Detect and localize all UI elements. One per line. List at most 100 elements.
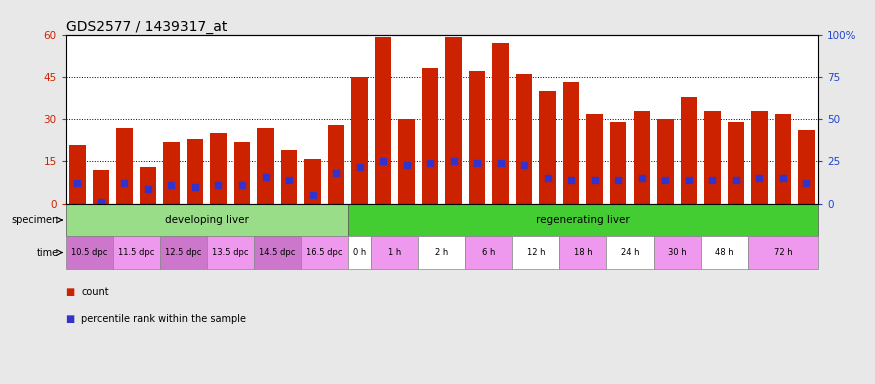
Point <box>258 174 272 180</box>
Bar <box>418 236 466 269</box>
Bar <box>540 91 556 204</box>
Bar <box>466 236 513 269</box>
Text: 48 h: 48 h <box>715 248 733 257</box>
Bar <box>66 204 348 236</box>
Bar <box>513 236 559 269</box>
Point <box>493 160 507 166</box>
Text: 16.5 dpc: 16.5 dpc <box>306 248 342 257</box>
Bar <box>610 122 626 204</box>
Bar <box>704 111 720 204</box>
Bar <box>254 236 301 269</box>
Bar <box>348 236 371 269</box>
Bar <box>116 127 133 204</box>
Text: 18 h: 18 h <box>574 248 592 257</box>
Point <box>235 182 249 188</box>
Text: 13.5 dpc: 13.5 dpc <box>212 248 248 257</box>
Text: ■: ■ <box>66 287 75 297</box>
Bar <box>398 119 415 204</box>
Point <box>564 177 578 183</box>
Point <box>658 177 672 183</box>
Text: 30 h: 30 h <box>668 248 686 257</box>
Bar <box>657 119 674 204</box>
Point <box>705 177 719 183</box>
Text: time: time <box>37 248 59 258</box>
Bar <box>371 236 418 269</box>
Text: 24 h: 24 h <box>620 248 640 257</box>
Bar <box>206 236 254 269</box>
Bar <box>281 150 298 204</box>
Bar <box>445 37 462 204</box>
Point <box>400 162 414 168</box>
Point <box>517 162 531 168</box>
Point <box>612 177 626 183</box>
Bar <box>586 114 603 204</box>
Bar <box>681 97 697 204</box>
Bar <box>186 139 203 204</box>
Bar <box>164 142 179 204</box>
Bar <box>751 111 767 204</box>
Bar <box>559 236 606 269</box>
Bar <box>352 77 367 204</box>
Point <box>329 170 343 176</box>
Text: ■: ■ <box>66 314 75 324</box>
Text: count: count <box>81 287 109 297</box>
Text: regenerating liver: regenerating liver <box>536 215 630 225</box>
Bar <box>257 127 274 204</box>
Text: 2 h: 2 h <box>435 248 449 257</box>
Point <box>776 175 790 181</box>
Text: 10.5 dpc: 10.5 dpc <box>71 248 108 257</box>
Point <box>282 177 296 183</box>
Bar <box>747 236 818 269</box>
Bar <box>301 236 348 269</box>
Point <box>424 160 438 166</box>
Point <box>800 180 814 187</box>
Bar <box>210 133 227 204</box>
Bar <box>634 111 650 204</box>
Point <box>212 182 226 188</box>
Bar <box>469 71 486 204</box>
Point <box>353 164 367 170</box>
Bar <box>69 144 86 204</box>
Point <box>141 185 155 192</box>
Text: 0 h: 0 h <box>353 248 367 257</box>
Bar <box>563 83 579 204</box>
Bar <box>798 131 815 204</box>
Text: 12.5 dpc: 12.5 dpc <box>165 248 201 257</box>
Point <box>305 192 319 199</box>
Text: 14.5 dpc: 14.5 dpc <box>259 248 296 257</box>
Point <box>682 177 696 183</box>
Bar <box>654 236 701 269</box>
Point <box>470 160 484 166</box>
Text: 72 h: 72 h <box>774 248 792 257</box>
Bar <box>493 43 509 204</box>
Point <box>164 182 178 188</box>
Text: 11.5 dpc: 11.5 dpc <box>118 248 154 257</box>
Bar <box>374 37 391 204</box>
Bar <box>728 122 744 204</box>
Text: developing liver: developing liver <box>164 215 248 225</box>
Point <box>634 175 648 181</box>
Bar <box>606 236 654 269</box>
Bar <box>774 114 791 204</box>
Point <box>729 177 743 183</box>
Bar <box>66 236 113 269</box>
Point <box>376 158 390 164</box>
Point <box>94 199 108 205</box>
Bar <box>234 142 250 204</box>
Bar <box>304 159 321 204</box>
Point <box>188 184 202 190</box>
Text: percentile rank within the sample: percentile rank within the sample <box>81 314 247 324</box>
Text: GDS2577 / 1439317_at: GDS2577 / 1439317_at <box>66 20 227 33</box>
Bar <box>422 68 438 204</box>
Bar <box>328 125 344 204</box>
Point <box>117 180 131 187</box>
Bar <box>140 167 156 204</box>
Point <box>70 180 84 187</box>
Text: 1 h: 1 h <box>388 248 402 257</box>
Bar <box>701 236 747 269</box>
Point <box>541 175 555 181</box>
Bar <box>348 204 818 236</box>
Point <box>588 177 602 183</box>
Bar <box>516 74 532 204</box>
Bar <box>93 170 109 204</box>
